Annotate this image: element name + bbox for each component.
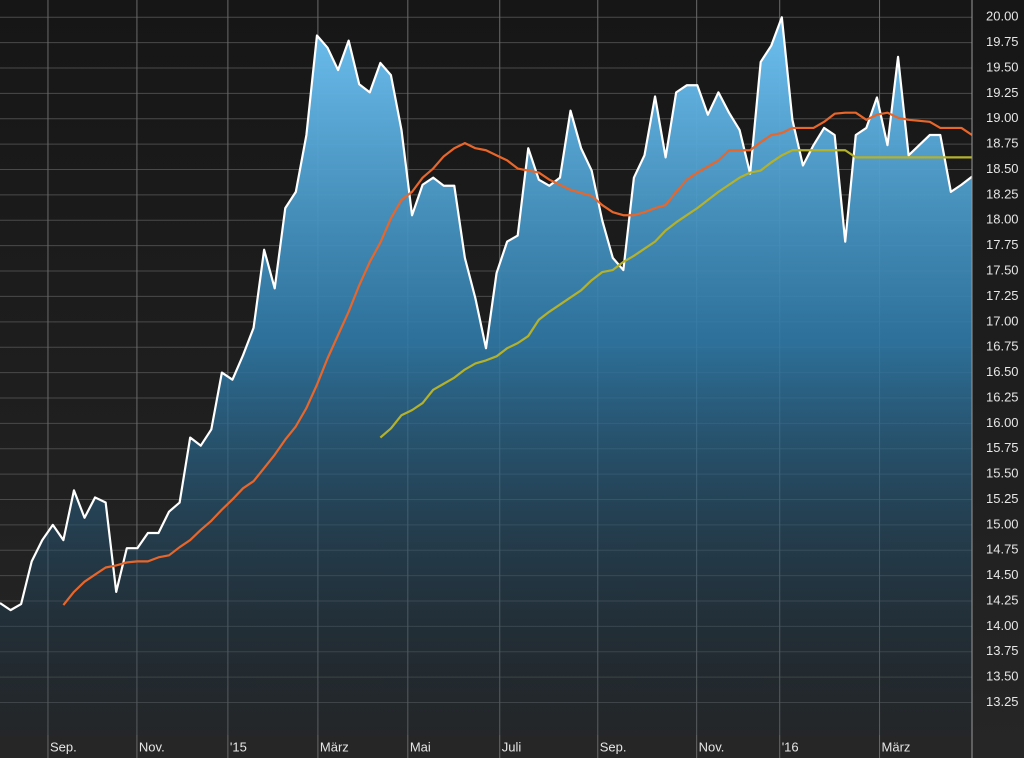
x-tick-label: Nov. [139,739,165,754]
y-tick-label: 14.00 [986,618,1019,633]
y-tick-label: 18.75 [986,136,1019,151]
x-tick-label: '15 [230,739,247,754]
y-tick-label: 17.00 [986,313,1019,328]
y-tick-label: 14.50 [986,567,1019,582]
x-tick-label: Mai [410,739,431,754]
y-tick-label: 13.25 [986,694,1019,709]
y-tick-label: 20.00 [986,9,1019,24]
y-tick-label: 15.50 [986,466,1019,481]
y-tick-label: 19.50 [986,59,1019,74]
y-tick-label: 18.00 [986,212,1019,227]
y-tick-label: 14.25 [986,592,1019,607]
y-tick-label: 18.25 [986,186,1019,201]
y-tick-label: 13.50 [986,669,1019,684]
y-tick-label: 17.25 [986,288,1019,303]
y-tick-label: 15.75 [986,440,1019,455]
y-tick-label: 13.75 [986,643,1019,658]
y-tick-label: 16.25 [986,389,1019,404]
y-tick-label: 15.00 [986,516,1019,531]
y-tick-label: 18.50 [986,161,1019,176]
x-tick-label: Sep. [600,739,627,754]
series-line [379,149,972,439]
x-tick-label: '16 [782,739,799,754]
y-tick-label: 16.50 [986,364,1019,379]
plot [0,16,973,735]
x-tick-label: Juli [502,739,522,754]
y-tick-label: 15.25 [986,491,1019,506]
series-line [0,16,973,612]
area-fill [0,17,972,735]
y-tick-label: 16.75 [986,339,1019,354]
series-line [62,111,973,606]
y-tick-label: 17.75 [986,237,1019,252]
y-tick-label: 19.75 [986,34,1019,49]
y-tick-label: 17.50 [986,262,1019,277]
y-tick-label: 19.25 [986,85,1019,100]
y-tick-label: 19.00 [986,110,1019,125]
labels: 13.25 13.50 13.75 14.00 14.25 14.50 14.75 15.00… [50,9,1019,755]
x-tick-label: März [882,739,911,754]
y-tick-label: 14.75 [986,542,1019,557]
x-tick-label: März [320,739,349,754]
y-tick-label: 16.00 [986,415,1019,430]
x-tick-label: Sep. [50,739,77,754]
x-tick-label: Nov. [699,739,725,754]
